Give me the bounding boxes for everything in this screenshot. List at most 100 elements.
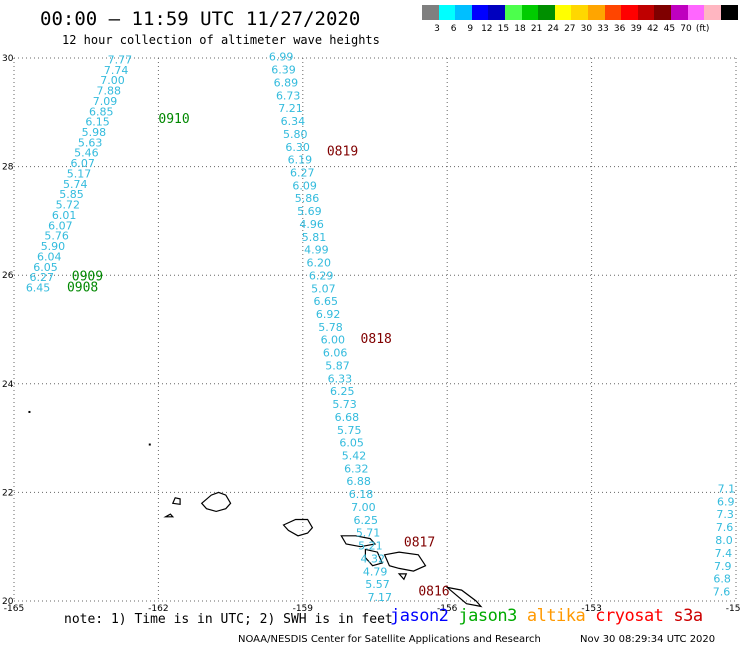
colorbar-label: 18: [514, 24, 526, 34]
wave-height-value: 5.74: [63, 178, 88, 191]
map-title: 00:00 – 11:59 UTC 11/27/2020: [40, 8, 361, 30]
colorbar-swatch: [637, 5, 655, 20]
wave-height-value: 6.29: [309, 269, 334, 282]
wave-height-value: 6.05: [33, 261, 58, 274]
wave-height-value: 6.99: [269, 51, 294, 64]
wave-height-value: 4.96: [299, 218, 324, 231]
pass-time-label: 0909: [72, 270, 103, 285]
islet-dot: [148, 443, 151, 446]
colorbar-label: (ft): [695, 24, 710, 34]
island-outline: [340, 535, 377, 548]
x-tick-label: -150: [726, 604, 740, 614]
wave-height-value: 7.74: [104, 64, 129, 77]
colorbar-label: 70: [680, 24, 692, 34]
wave-height-value: 5.72: [56, 199, 81, 212]
island-outline: [282, 518, 314, 537]
island-outline: [200, 491, 232, 513]
wave-height-value: 7.6: [716, 521, 734, 534]
x-tick-label: -153: [581, 604, 601, 614]
colorbar-label: 30: [580, 24, 593, 34]
colorbar-swatch: [654, 5, 672, 20]
wave-height-value: 6.32: [344, 462, 369, 475]
wave-height-value: 6.8: [713, 573, 731, 586]
colorbar-label: 6: [450, 24, 457, 34]
wave-height-value: 6.07: [48, 219, 73, 232]
wave-height-value: 5.57: [365, 578, 390, 591]
colorbar-swatch: [704, 5, 722, 20]
wave-height-value: 5.85: [59, 188, 84, 201]
wave-height-value: 6.01: [52, 209, 77, 222]
colorbar-swatch: [438, 5, 456, 20]
y-tick-label: 26: [2, 271, 14, 281]
wave-height-value: 7.00: [351, 501, 376, 514]
wave-height-value: 6.34: [281, 115, 306, 128]
wave-height-value: 5.46: [74, 147, 99, 160]
wave-height-value: 7.00: [100, 74, 125, 87]
wave-height-value: 6.27: [290, 166, 315, 179]
wave-height-value: 7.17: [368, 591, 393, 604]
wave-height-value: 5.63: [78, 136, 103, 149]
colorbar-swatch: [720, 5, 738, 20]
wave-height-value: 5.76: [44, 230, 69, 243]
wave-height-value: 6.68: [335, 411, 360, 424]
islet-dot: [28, 410, 31, 413]
colorbar-label: 24: [547, 24, 559, 34]
wave-height-value: 5.78: [318, 321, 343, 334]
wave-height-value: 4.32: [361, 552, 386, 565]
wave-height-value: 6.06: [323, 347, 348, 360]
wave-height-value: 6.07: [70, 157, 95, 170]
colorbar-swatch: [455, 5, 473, 20]
wave-height-value: 8.0: [715, 534, 733, 547]
x-tick-label: -162: [148, 604, 168, 614]
island-outline: [445, 586, 483, 608]
wave-height-value: 6.88: [346, 475, 371, 488]
wave-height-value: 6.04: [37, 250, 62, 263]
wave-height-value: 6.20: [306, 257, 331, 270]
colorbar-swatch: [671, 5, 688, 20]
wave-height-value: 4.79: [363, 565, 388, 578]
wave-height-value: 6.92: [316, 308, 341, 321]
wave-height-value: 7.3: [716, 508, 734, 521]
wave-height-value: 6.19: [288, 154, 313, 167]
island-outline: [397, 573, 408, 581]
wave-height-value: 5.80: [283, 128, 308, 141]
wave-height-value: 5.87: [325, 359, 350, 372]
colorbar-label: 27: [564, 24, 576, 34]
colorbar-label: 45: [663, 24, 676, 34]
map-subtitle: 12 hour collection of altimeter wave hei…: [62, 33, 380, 47]
colorbar-swatch: [588, 5, 605, 20]
generation-timestamp: Nov 30 08:29:34 UTC 2020: [580, 634, 716, 645]
pass-time-label: 0819: [327, 145, 358, 160]
island-outline: [171, 497, 181, 505]
credit-line: NOAA/NESDIS Center for Satellite Applica…: [238, 634, 541, 645]
y-tick-label: 28: [2, 163, 14, 173]
wave-height-value: 5.69: [297, 205, 322, 218]
colorbar-swatch: [422, 5, 439, 20]
y-tick-label: 20: [2, 597, 14, 607]
wave-height-value: 6.15: [85, 116, 110, 129]
colorbar-swatch: [571, 5, 589, 20]
colorbar-swatch: [505, 5, 522, 20]
wave-height-value: 5.98: [82, 126, 107, 139]
y-tick-label: 30: [2, 54, 14, 64]
legend-entry-cryosat: cryosat: [595, 606, 664, 626]
colorbar-label: 9: [467, 24, 474, 34]
wave-height-value: 5.73: [332, 398, 357, 411]
colorbar-swatch: [471, 5, 489, 20]
wave-height-value: 7.88: [96, 85, 121, 98]
colorbar-label: 39: [630, 24, 642, 34]
wave-height-value: 6.9: [717, 495, 735, 508]
wave-height-value: 6.85: [89, 105, 114, 118]
x-tick-label: -165: [4, 604, 24, 614]
wave-height-value: 6.00: [321, 334, 346, 347]
wave-height-value: 6.18: [349, 488, 374, 501]
units-note: note: 1) Time is in UTC; 2) SWH is in fe…: [64, 612, 393, 627]
island-outline: [364, 548, 384, 567]
colorbar-label: 15: [497, 24, 510, 34]
wave-height-value: 7.77: [108, 53, 133, 66]
island-outline: [163, 513, 175, 518]
colorbar-label: 12: [481, 24, 493, 34]
island-outline: [383, 551, 427, 572]
legend-entry-jason3: jason3: [458, 606, 517, 626]
